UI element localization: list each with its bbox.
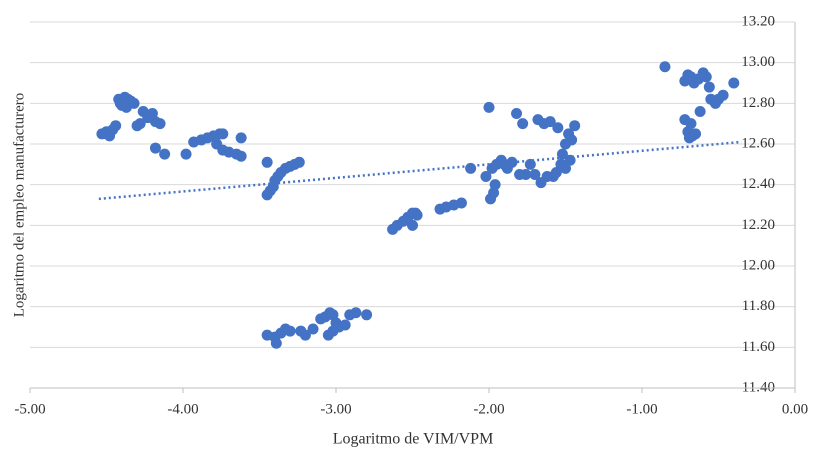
point (506, 156, 518, 168)
point (293, 156, 305, 168)
y-tick-label: 13.20 (741, 13, 775, 29)
point (455, 197, 467, 209)
point (728, 77, 740, 89)
point (235, 150, 247, 162)
x-tick-label: 0.00 (782, 401, 808, 417)
point (544, 116, 556, 128)
trendline (98, 140, 742, 201)
point (717, 89, 729, 101)
point (235, 132, 247, 144)
point (270, 337, 282, 349)
y-axis-title: Logaritmo del empleo manufacturero (11, 93, 27, 318)
y-tick-label: 12.80 (741, 95, 775, 111)
point (690, 128, 702, 140)
y-tick-label: 12.00 (741, 257, 775, 273)
point (488, 187, 500, 199)
point (556, 148, 568, 160)
point (350, 307, 362, 319)
point (569, 120, 581, 132)
x-tick-label: -5.00 (14, 401, 45, 417)
point (411, 209, 423, 221)
point (114, 97, 126, 109)
point (159, 148, 171, 160)
y-tick-label: 12.60 (741, 135, 775, 151)
point (529, 169, 541, 180)
x-axis-title: Logaritmo de VIM/VPM (333, 431, 494, 448)
point (483, 101, 495, 113)
point (489, 179, 501, 191)
point (700, 71, 712, 83)
point (217, 128, 229, 140)
y-tick-label: 13.00 (741, 54, 775, 70)
point (180, 148, 192, 160)
point (520, 169, 532, 180)
point (149, 142, 161, 154)
point (154, 118, 166, 130)
point (552, 122, 564, 134)
point (261, 156, 273, 168)
point (694, 105, 706, 117)
point (322, 329, 334, 341)
point (480, 171, 492, 183)
point (703, 81, 715, 93)
x-tick-label: -1.00 (626, 401, 657, 417)
x-tick-label: -3.00 (320, 401, 351, 417)
point (550, 166, 562, 178)
point (407, 219, 418, 231)
point (511, 108, 523, 119)
point (134, 118, 146, 130)
point (465, 162, 477, 174)
y-tick-label: 11.40 (742, 379, 775, 395)
point (560, 162, 571, 174)
point (361, 309, 373, 321)
point (517, 118, 529, 130)
point (101, 128, 112, 140)
y-tick-label: 11.60 (742, 339, 775, 355)
point (524, 158, 536, 170)
point (299, 329, 311, 341)
x-tick-label: -2.00 (473, 401, 504, 417)
point (307, 323, 319, 335)
point (659, 61, 671, 73)
point (566, 134, 578, 146)
point (685, 118, 697, 130)
point (339, 319, 351, 331)
y-tick-label: 11.80 (742, 298, 775, 314)
point (284, 325, 296, 337)
y-tick-label: 12.40 (741, 176, 775, 192)
x-tick-label: -4.00 (167, 401, 198, 417)
y-tick-label: 12.20 (741, 217, 775, 233)
point (110, 120, 122, 132)
